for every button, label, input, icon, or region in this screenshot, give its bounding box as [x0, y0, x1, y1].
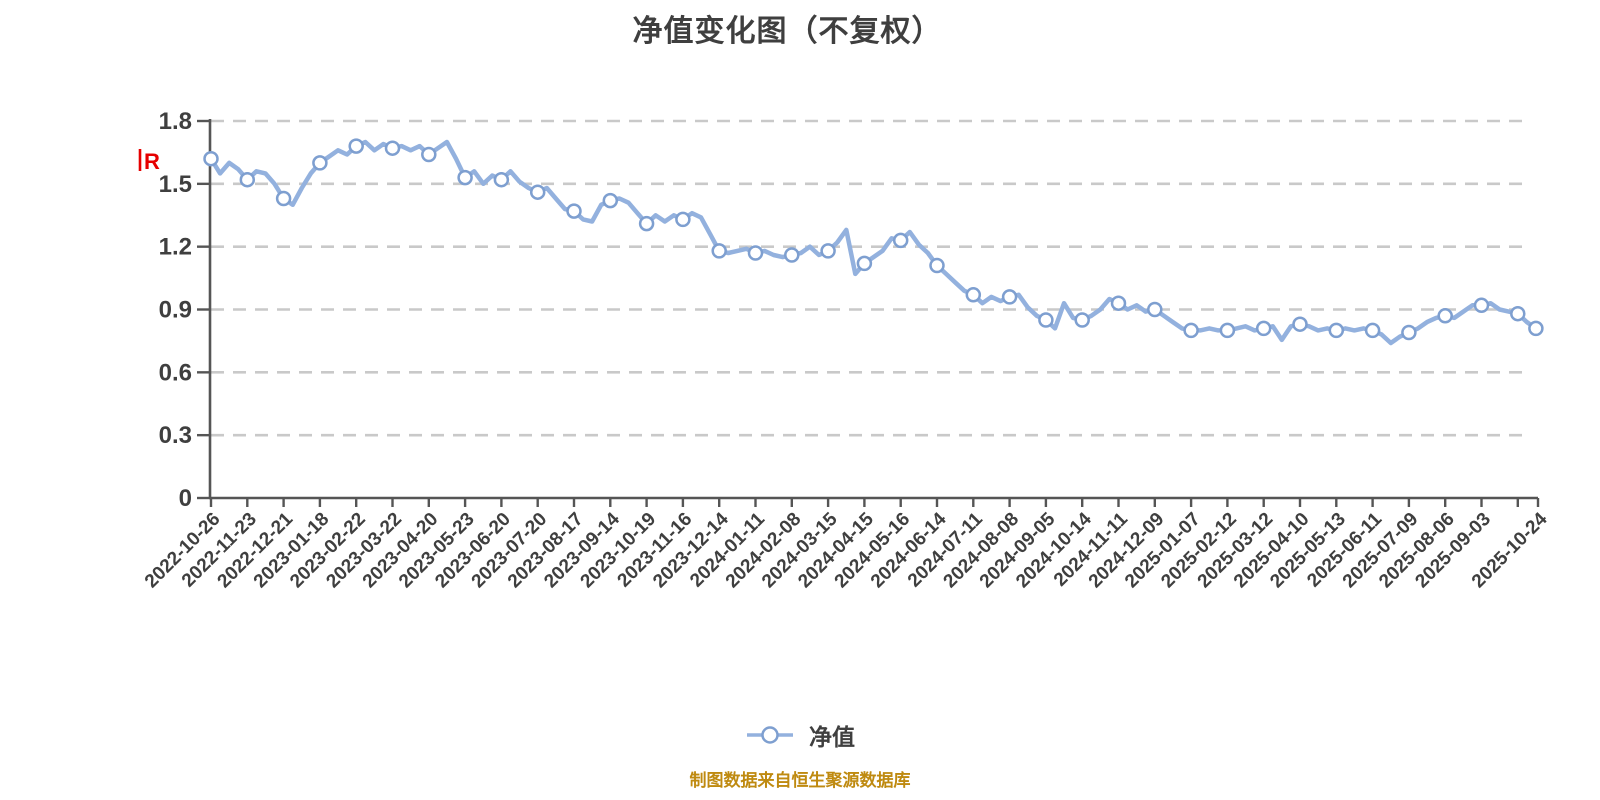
chart-title: 净值变化图（不复权）	[632, 15, 943, 48]
data-point-marker	[1074, 312, 1090, 328]
data-point-marker	[1292, 316, 1308, 332]
data-source-note: 制图数据来自恒生聚源数据库	[689, 771, 911, 790]
y-tick-label: 0.9	[159, 297, 192, 324]
data-point-marker	[1437, 308, 1453, 324]
data-point-marker	[1110, 295, 1127, 311]
data-point-marker	[747, 245, 764, 261]
data-point-marker	[602, 192, 619, 209]
event-flag-r-icon: R	[144, 149, 160, 174]
data-point-marker	[856, 255, 873, 272]
data-point-marker	[784, 247, 800, 263]
data-point-marker	[348, 138, 364, 154]
data-point-marker	[1364, 322, 1381, 339]
data-point-marker	[1183, 322, 1199, 339]
data-point-marker	[529, 184, 546, 200]
data-point-marker	[1147, 301, 1163, 318]
data-point-marker	[965, 287, 982, 303]
y-tick-label: 1.8	[159, 108, 192, 135]
data-point-marker	[675, 211, 691, 228]
data-point-marker	[711, 243, 727, 259]
y-tick-label: 0	[179, 485, 192, 512]
chart-svg: 00.30.60.91.21.51.82022-10-262022-11-232…	[138, 108, 1552, 592]
legend-series-label: 净值	[809, 724, 855, 750]
data-point-marker	[1038, 312, 1054, 328]
data-point-marker	[1510, 305, 1526, 322]
data-point-marker	[457, 169, 473, 186]
legend-line-marker-icon	[747, 726, 793, 744]
data-point-marker	[566, 203, 582, 219]
y-tick-label: 1.5	[159, 171, 192, 198]
data-point-marker	[493, 171, 510, 188]
y-tick-label: 0.6	[159, 359, 192, 386]
data-point-marker	[312, 155, 328, 171]
y-tick-label: 0.3	[159, 422, 192, 449]
data-point-marker	[1528, 320, 1544, 337]
data-point-marker	[1219, 322, 1236, 339]
data-point-marker	[638, 215, 655, 232]
data-point-marker	[384, 140, 401, 156]
legend: 净值	[0, 718, 1600, 752]
netvalue-line	[208, 139, 1539, 346]
y-tick-label: 1.2	[159, 234, 192, 261]
data-point-marker	[1328, 322, 1345, 339]
data-point-marker	[892, 232, 909, 249]
data-point-marker	[239, 171, 256, 188]
data-point-marker	[275, 190, 292, 207]
data-point-marker	[1001, 289, 1018, 305]
data-point-marker	[203, 150, 219, 167]
data-point-marker	[929, 257, 945, 274]
data-point-marker	[421, 146, 437, 163]
data-point-marker	[1401, 324, 1417, 341]
data-point-marker	[1255, 320, 1272, 337]
data-point-marker	[820, 243, 836, 259]
data-point-marker	[1473, 297, 1490, 314]
